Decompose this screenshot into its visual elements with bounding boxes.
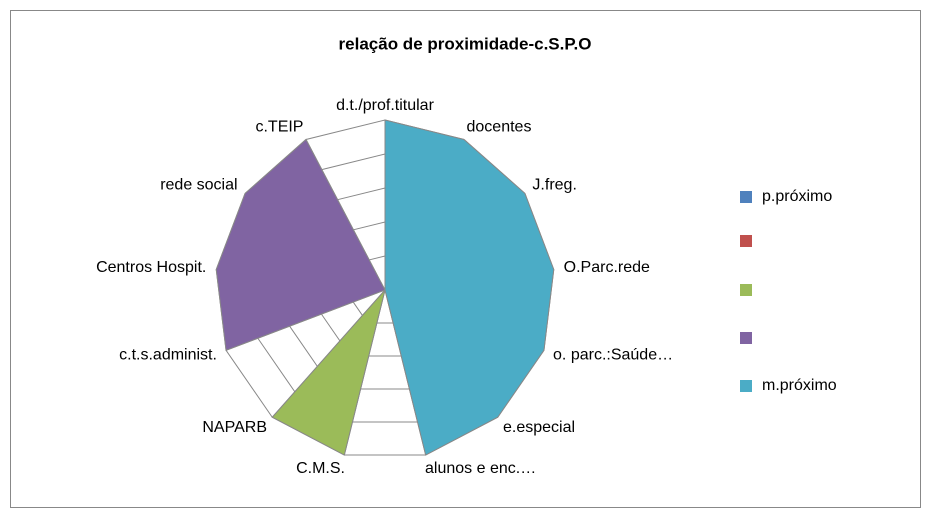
radar-area [271,289,386,456]
legend-swatch [740,235,752,247]
radar-area [384,119,555,456]
legend-swatch [740,380,752,392]
category-label: alunos e enc.… [425,460,536,477]
category-label: J.freg. [532,177,576,194]
legend-swatch [740,191,752,203]
chart-title: relação de proximidade-c.S.P.O [339,34,592,53]
category-label: d.t./prof.titular [336,97,434,114]
category-label: Centros Hospit. [96,259,206,276]
legend-label: p.próximo [762,188,832,205]
radar-area [215,138,386,351]
category-label: docentes [467,118,532,135]
category-label: NAPARB [202,419,267,436]
legend-swatch [740,284,752,296]
category-label: o. parc.:Saúde… [553,346,673,363]
category-label: C.M.S. [296,460,345,477]
category-label: rede social [160,177,237,194]
category-label: O.Parc.rede [564,259,650,276]
category-label: c.t.s.administ. [119,346,217,363]
legend-label: m.próximo [762,377,837,394]
category-label: e.especial [503,419,575,436]
category-label: c.TEIP [255,118,303,135]
legend-swatch [740,332,752,344]
